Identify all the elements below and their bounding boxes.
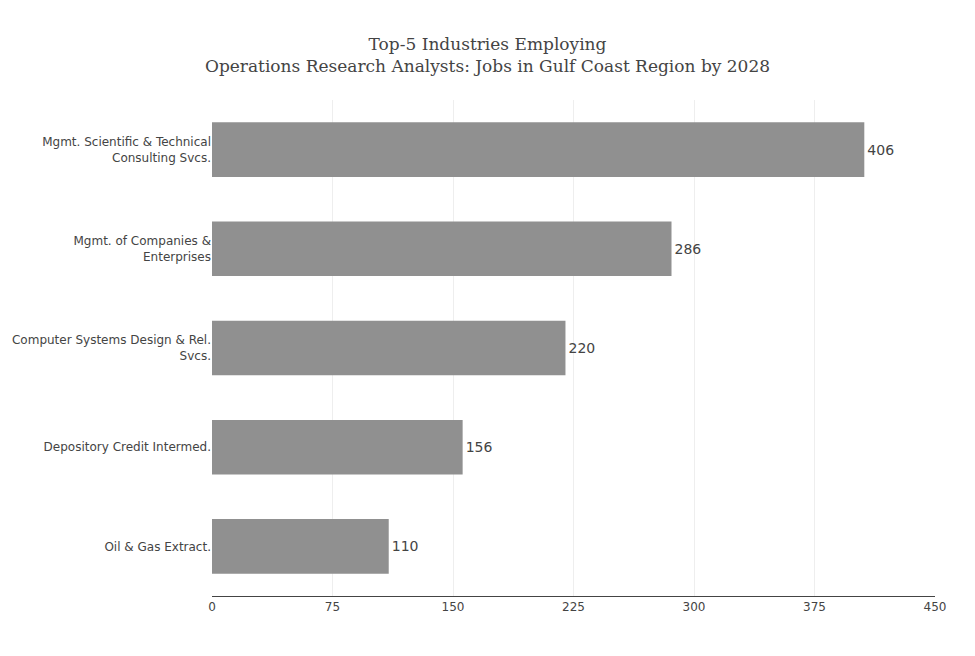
- svg-text:450: 450: [924, 600, 947, 614]
- svg-text:110: 110: [392, 538, 419, 554]
- svg-text:Oil & Gas Extract.: Oil & Gas Extract.: [104, 540, 211, 554]
- svg-text:Top-5 Industries EmployingOper: Top-5 Industries EmployingOperations Res…: [205, 34, 770, 76]
- svg-text:225: 225: [562, 600, 585, 614]
- svg-text:300: 300: [683, 600, 706, 614]
- svg-text:Depository Credit Intermed.: Depository Credit Intermed.: [44, 440, 211, 454]
- svg-text:150: 150: [442, 600, 465, 614]
- svg-text:406: 406: [867, 142, 894, 158]
- svg-text:375: 375: [803, 600, 826, 614]
- svg-text:156: 156: [466, 439, 493, 455]
- svg-text:Computer Systems Design & Rel.: Computer Systems Design & Rel.Svcs.: [12, 333, 211, 363]
- svg-text:Mgmt. of Companies &Enterprise: Mgmt. of Companies &Enterprises: [73, 234, 211, 264]
- svg-text:0: 0: [208, 600, 216, 614]
- svg-text:75: 75: [325, 600, 340, 614]
- svg-text:Mgmt. Scientific & TechnicalCo: Mgmt. Scientific & TechnicalConsulting S…: [42, 135, 211, 165]
- svg-text:220: 220: [568, 340, 595, 356]
- svg-text:286: 286: [675, 241, 702, 257]
